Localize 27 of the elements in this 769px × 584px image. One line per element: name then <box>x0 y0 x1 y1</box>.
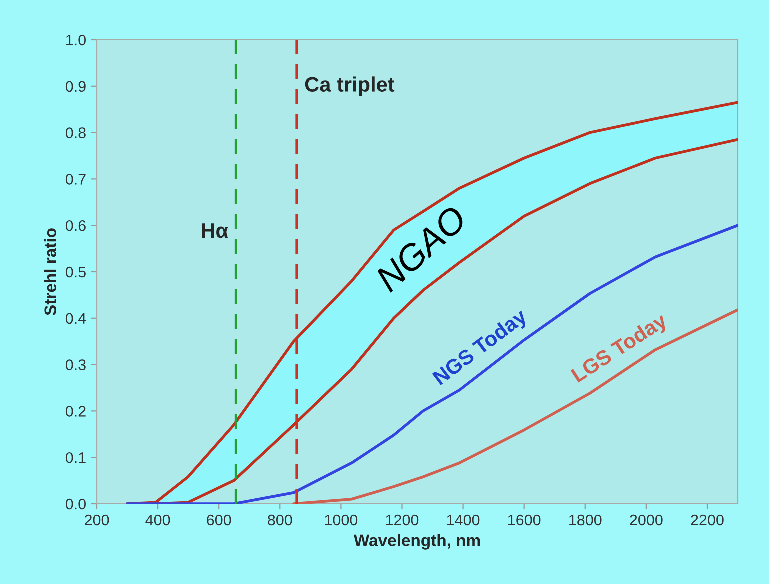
y-tick-label: 0.1 <box>66 452 86 464</box>
x-tick-label: 800 <box>268 514 292 526</box>
x-tick-label: 1200 <box>386 514 419 526</box>
y-tick-label: 0.9 <box>66 81 86 92</box>
y-tick-label: 1.0 <box>66 34 86 46</box>
x-tick-label: 1400 <box>447 514 480 526</box>
y-tick-label: 0.0 <box>66 498 86 510</box>
x-tick-label: 2200 <box>691 514 724 526</box>
x-tick-label: 600 <box>207 514 232 526</box>
y-tick-label: 0.8 <box>66 128 86 138</box>
x-tick-label: 1800 <box>570 514 602 526</box>
ref-line-label: Ca triplet <box>305 76 395 96</box>
x-tick-label: 1000 <box>325 514 358 526</box>
x-axis-title: Wavelength, nm <box>354 534 480 550</box>
y-tick-label: 0.3 <box>66 360 86 370</box>
y-tick-label: 0.6 <box>66 220 86 232</box>
x-tick-label: 2000 <box>630 514 663 526</box>
y-tick-label: 0.2 <box>66 406 86 417</box>
x-tick-label: 200 <box>85 514 110 526</box>
y-tick-label: 0.7 <box>66 174 86 185</box>
y-axis-title: Strehl ratio <box>44 228 56 316</box>
y-tick-label: 0.5 <box>66 266 86 278</box>
line-series <box>292 308 738 504</box>
ref-line-label: Hα <box>202 224 228 238</box>
y-tick-label: 0.4 <box>66 313 86 324</box>
x-tick-label: 400 <box>146 514 170 526</box>
x-tick-label: 1600 <box>508 514 541 526</box>
